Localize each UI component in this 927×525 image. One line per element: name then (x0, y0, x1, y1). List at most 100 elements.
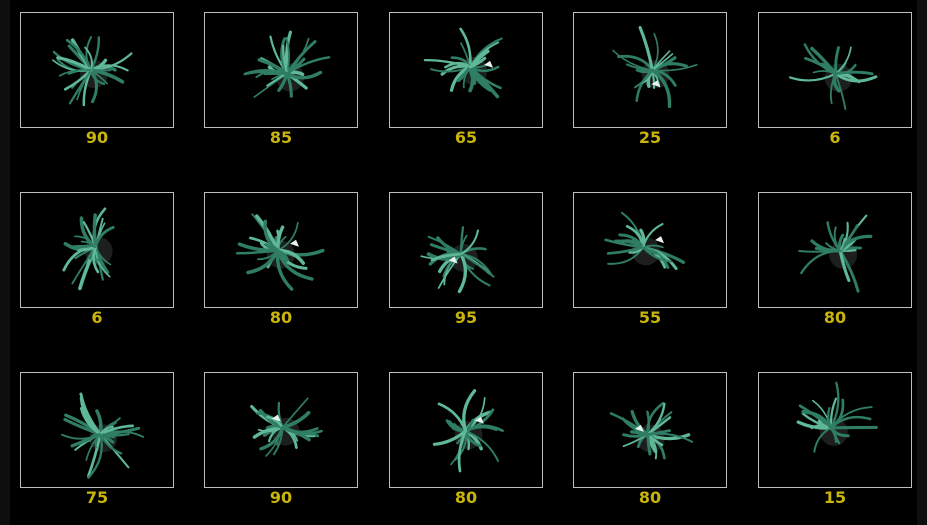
leaf-blade (285, 70, 323, 80)
leaf-blade (641, 246, 672, 263)
plant-thumbnail[interactable] (204, 12, 358, 128)
leaf-blade (87, 432, 102, 478)
leaf-blade (285, 40, 317, 75)
leaf-blade (430, 252, 463, 262)
image-tile: 80 (758, 180, 914, 327)
leaf-highlight (448, 256, 458, 264)
leaf-blade (255, 214, 280, 253)
leaf-highlight (634, 424, 644, 432)
score-label: 25 (638, 128, 662, 147)
plant-thumbnail[interactable] (573, 192, 727, 308)
leaf-blade (801, 410, 833, 430)
image-tile: 90 (204, 360, 360, 507)
plant-image (61, 392, 145, 479)
image-tile: 75 (20, 360, 176, 507)
leaf-blade (838, 249, 851, 283)
leaf-blade (834, 70, 874, 76)
image-tile: 6 (758, 0, 914, 147)
leaf-blade (281, 397, 309, 429)
leaf-blade (829, 425, 878, 430)
score-label: 55 (638, 308, 662, 327)
image-grid-page: 90 85 65 25 6 6 80 95 55 80 75 90 80 80 15 (10, 0, 917, 525)
leaf-blade (85, 36, 93, 71)
plant-thumbnail[interactable] (204, 372, 358, 488)
leaf-blade (459, 229, 480, 256)
plant-thumbnail[interactable] (20, 372, 174, 488)
leaf-blade (56, 56, 93, 72)
plant-image (250, 397, 323, 457)
image-tile: 85 (204, 0, 360, 147)
leaf-blade (457, 429, 467, 473)
leaf-blade (432, 429, 468, 446)
leaf-blade (98, 424, 134, 436)
leaf-blade (646, 433, 652, 456)
leaf-blade (468, 56, 487, 69)
leaf-blade (76, 244, 97, 250)
leaf-blade (829, 406, 873, 429)
image-tile: 80 (204, 180, 360, 327)
leaf-blade (259, 425, 285, 451)
score-label: 80 (454, 488, 478, 507)
leaf-blade (99, 433, 123, 455)
leaf-blade (266, 415, 284, 429)
leaf-blade (834, 72, 847, 111)
plant-thumbnail[interactable] (573, 372, 727, 488)
score-label: 90 (85, 128, 109, 147)
leaf-blade (464, 430, 500, 462)
image-tile: 25 (573, 0, 729, 147)
plant-thumbnail[interactable] (20, 192, 174, 308)
plant-image (423, 27, 503, 99)
leaf-blade (646, 401, 665, 436)
plant-thumbnail[interactable] (389, 192, 543, 308)
plant-image (62, 207, 115, 291)
plant-thumbnail[interactable] (20, 12, 174, 128)
leaf-blade (459, 226, 465, 256)
leaf-blade (638, 26, 654, 72)
image-tile: 55 (573, 180, 729, 327)
plant-image-grid: 90 85 65 25 6 6 80 95 55 80 75 90 80 80 15 (10, 0, 917, 525)
leaf-blade (650, 68, 672, 109)
leaf-blade (58, 68, 92, 77)
plant-image (798, 214, 873, 293)
score-label: 65 (454, 128, 478, 147)
plant-image (420, 226, 495, 294)
leaf-blade (61, 433, 102, 440)
leaf-blade (834, 72, 878, 83)
leaf-blade (641, 223, 664, 249)
plant-thumbnail[interactable] (573, 12, 727, 128)
score-label: 90 (269, 488, 293, 507)
image-tile: 6 (20, 180, 176, 327)
leaf-blade (642, 244, 664, 249)
leaf-blade (280, 425, 311, 442)
leaf-blade (276, 248, 314, 281)
leaf-blade (444, 61, 472, 69)
plant-thumbnail[interactable] (389, 12, 543, 128)
image-tile: 80 (389, 360, 545, 507)
leaf-blade (246, 248, 280, 275)
leaf-blade (84, 46, 93, 71)
plant-thumbnail[interactable] (758, 372, 912, 488)
plant-thumbnail[interactable] (758, 12, 912, 128)
leaf-blade (813, 426, 832, 453)
image-tile: 80 (573, 360, 729, 507)
leaf-blade (646, 429, 671, 436)
score-label: 75 (85, 488, 109, 507)
leaf-blade (838, 233, 845, 253)
leaf-blade (604, 238, 645, 249)
leaf-blade (87, 433, 103, 479)
leaf-blade (618, 233, 645, 249)
score-label: 80 (269, 308, 293, 327)
leaf-blade (469, 41, 500, 68)
score-label: 6 (91, 308, 103, 327)
plant-image (796, 381, 878, 453)
plant-image (235, 213, 325, 291)
leaf-blade (798, 249, 842, 253)
plant-thumbnail[interactable] (389, 372, 543, 488)
plant-image (789, 43, 878, 111)
score-label: 95 (454, 308, 478, 327)
plant-thumbnail[interactable] (204, 192, 358, 308)
plant-thumbnail[interactable] (758, 192, 912, 308)
leaf-highlight (655, 236, 664, 244)
leaf-highlight (271, 414, 281, 422)
image-tile: 90 (20, 0, 176, 147)
